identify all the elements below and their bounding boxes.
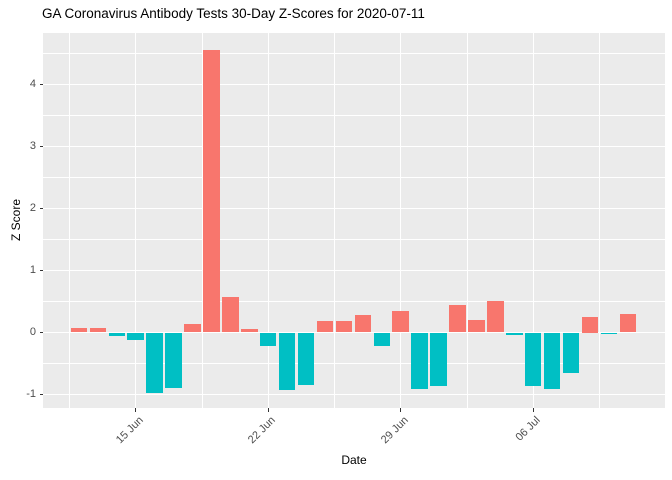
y-axis-title: Z Score — [9, 198, 23, 241]
gridline-minor-v — [466, 33, 468, 408]
bar-2020-06-27 — [354, 314, 372, 333]
gridline-major-h — [43, 331, 665, 334]
bar-2020-06-25 — [316, 320, 334, 333]
bar-2020-06-19 — [203, 50, 220, 333]
bar-2020-06-16 — [146, 332, 163, 393]
bar-2020-07-02 — [449, 304, 466, 333]
bar-2020-06-20 — [222, 296, 239, 333]
gridline-major-h — [43, 207, 665, 210]
bar-2020-06-23 — [278, 332, 296, 390]
gridline-minor-v — [599, 33, 600, 408]
y-tick-label: 3 — [29, 140, 36, 152]
gridline-minor-h — [43, 177, 665, 178]
gridline-minor-h — [43, 239, 665, 240]
x-tick-mark — [267, 408, 269, 412]
bar-2020-07-04 — [487, 300, 504, 333]
bar-2020-06-24 — [297, 332, 315, 385]
gridline-major-v — [400, 33, 402, 408]
gridline-minor-h — [43, 363, 665, 364]
gridline-minor-h — [43, 53, 665, 54]
bar-2020-07-08 — [562, 332, 580, 373]
bar-2020-07-09 — [581, 317, 599, 333]
y-tick-label: -1 — [26, 388, 36, 400]
bar-2020-06-13 — [89, 328, 107, 333]
bar-2020-07-07 — [543, 332, 561, 389]
y-tick-label: 1 — [29, 264, 36, 276]
x-tick-mark — [135, 408, 137, 412]
y-tick-mark — [39, 84, 43, 85]
bar-2020-07-10 — [600, 332, 618, 335]
gridline-major-h — [43, 83, 665, 86]
bar-2020-07-05 — [506, 332, 523, 335]
bar-2020-06-21 — [241, 329, 258, 333]
gridline-minor-h — [43, 115, 665, 116]
bar-2020-07-11 — [619, 313, 637, 333]
gridline-major-h — [43, 269, 665, 272]
y-tick-label: 2 — [29, 202, 36, 214]
bar-2020-06-26 — [335, 321, 353, 333]
y-tick-label: 4 — [29, 78, 36, 90]
y-tick-label: 0 — [29, 326, 36, 338]
x-tick-mark — [532, 408, 534, 412]
gridline-minor-v — [201, 33, 203, 408]
y-tick-mark — [39, 146, 43, 147]
bar-2020-06-18 — [184, 323, 201, 333]
gridline-major-h — [43, 145, 665, 148]
x-tick-label: 22 Jun — [246, 414, 278, 447]
bar-2020-06-28 — [373, 332, 391, 347]
x-axis-title: Date — [341, 453, 367, 467]
x-tick-mark — [400, 408, 402, 412]
gridline-minor-v — [334, 33, 335, 408]
bar-2020-06-22 — [259, 332, 277, 346]
bar-2020-06-30 — [411, 332, 428, 389]
bar-2020-07-03 — [468, 320, 485, 333]
y-tick-mark — [39, 270, 43, 271]
x-tick-label: 06 Jul — [513, 414, 543, 444]
plot-panel — [43, 33, 665, 408]
chart-title: GA Coronavirus Antibody Tests 30-Day Z-S… — [42, 6, 425, 21]
bar-2020-06-12 — [70, 327, 88, 333]
bar-2020-06-14 — [108, 332, 126, 336]
y-tick-mark — [39, 208, 43, 209]
bar-2020-06-15 — [127, 332, 144, 340]
gridline-major-v — [267, 33, 269, 408]
gridline-minor-h — [43, 301, 665, 302]
y-tick-mark — [39, 394, 43, 395]
x-tick-label: 15 Jun — [113, 414, 146, 447]
gridline-major-h — [43, 393, 665, 396]
bar-2020-07-01 — [430, 332, 447, 386]
y-tick-mark — [39, 332, 43, 333]
gridline-minor-v — [69, 33, 70, 408]
gridline-major-v — [135, 33, 137, 408]
gridline-major-v — [532, 33, 534, 408]
bar-2020-06-29 — [392, 310, 409, 333]
bar-2020-07-06 — [524, 332, 542, 387]
bar-2020-06-17 — [165, 332, 182, 388]
